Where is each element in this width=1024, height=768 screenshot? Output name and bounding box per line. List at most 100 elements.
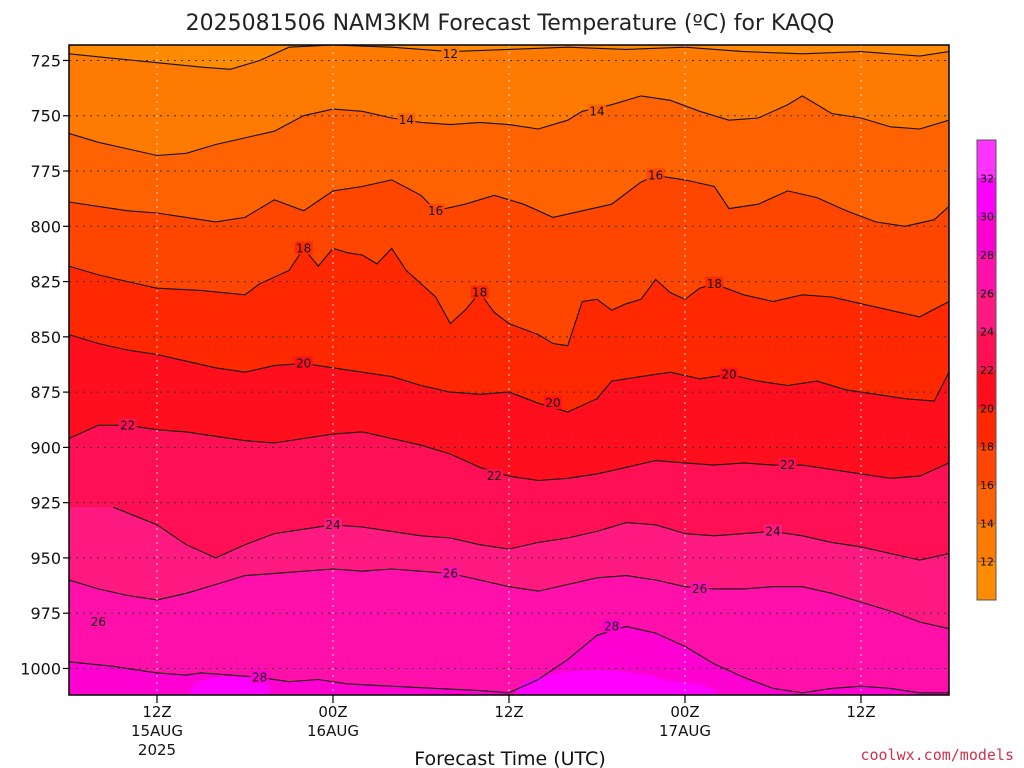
colorbar-label: 18 bbox=[980, 441, 994, 454]
contour-label-bg bbox=[602, 619, 621, 633]
y-tick-label: 825 bbox=[30, 273, 61, 292]
y-tick-label: 725 bbox=[30, 51, 61, 70]
contour-label-24: 24 bbox=[765, 524, 780, 538]
contour-label-16: 16 bbox=[428, 204, 443, 218]
contour-label-18: 18 bbox=[296, 241, 311, 255]
x-tick-label: 12Z bbox=[846, 703, 875, 721]
contour-label-bg bbox=[426, 203, 445, 217]
x-tick-date: 17AUG bbox=[659, 722, 711, 740]
contour-label-bg bbox=[764, 524, 782, 538]
contour-label-26: 26 bbox=[692, 582, 707, 596]
contour-label-14: 14 bbox=[589, 104, 604, 118]
colorbar-segment bbox=[977, 370, 996, 409]
colorbar-segment bbox=[977, 293, 996, 333]
colorbar-segment bbox=[977, 523, 996, 563]
x-tick-date: 15AUG bbox=[131, 722, 183, 740]
contour-label-bg bbox=[250, 670, 269, 684]
contour-line-20 bbox=[69, 334, 949, 413]
contour-line-28 bbox=[69, 625, 949, 694]
contour-label-bg bbox=[294, 241, 313, 255]
contour-label-bg bbox=[324, 517, 342, 531]
contour-label-16: 16 bbox=[648, 168, 663, 182]
contour-label-24: 24 bbox=[325, 518, 340, 532]
chart-title: 2025081506 NAM3KM Forecast Temperature (… bbox=[186, 11, 835, 36]
colorbar-label: 26 bbox=[980, 287, 994, 300]
y-tick-label: 950 bbox=[30, 549, 61, 568]
contour-label-bg bbox=[89, 615, 108, 629]
y-axis: 725 750 775 800 825 850 875 900 925 950 975 1000 bbox=[20, 51, 69, 678]
colorbar-segment bbox=[977, 485, 996, 524]
x-tick-label: 00Z bbox=[670, 703, 699, 721]
y-tick-label: 800 bbox=[30, 217, 61, 236]
contour-label-bg bbox=[705, 276, 724, 290]
credit-text: coolwx.com/models bbox=[860, 746, 1014, 764]
colorbar-label: 20 bbox=[980, 402, 994, 415]
colorbar-label: 30 bbox=[980, 211, 994, 224]
colorbar: 12 14 16 18 20 22 24 26 28 30 32 bbox=[976, 139, 997, 601]
colorbar-label: 28 bbox=[980, 249, 994, 262]
colorbar-label: 12 bbox=[980, 556, 994, 569]
colorbar-label: 14 bbox=[980, 517, 994, 530]
x-tick-label: 00Z bbox=[318, 703, 347, 721]
contour-label-bg bbox=[485, 469, 504, 483]
plot-area: 12 14 14 16 16 18 18 18 20 20 20 22 22 22 24 24 26 26 26 28… bbox=[68, 44, 950, 696]
colorbar-segment bbox=[977, 216, 996, 256]
y-tick-label: 975 bbox=[30, 604, 61, 623]
warm-pocket-fill bbox=[595, 680, 716, 695]
colorbar-segment bbox=[977, 178, 996, 218]
contour-label-22: 22 bbox=[120, 418, 135, 432]
contour-label-bg bbox=[778, 458, 797, 472]
contour-label-bg bbox=[294, 356, 313, 370]
colorbar-segment bbox=[977, 331, 996, 371]
contour-line-14 bbox=[69, 95, 949, 157]
contour-line-26 bbox=[69, 568, 949, 630]
contour-label-12: 12 bbox=[443, 47, 458, 61]
contour-label-bg bbox=[118, 418, 137, 432]
x-tick-year: 2025 bbox=[138, 741, 176, 759]
contour-label-18: 18 bbox=[707, 277, 722, 291]
y-tick-label: 900 bbox=[30, 438, 61, 457]
contour-label-bg bbox=[441, 566, 460, 580]
x-axis-label: Forecast Time (UTC) bbox=[414, 748, 605, 768]
contour-label-26: 26 bbox=[443, 566, 458, 580]
colorbar-label: 22 bbox=[980, 364, 994, 377]
contour-label-bg bbox=[646, 168, 665, 182]
colorbar-label: 16 bbox=[980, 479, 994, 492]
colorbar-segment bbox=[977, 408, 996, 448]
contour-line-18 bbox=[69, 247, 949, 347]
band-fill-28 bbox=[69, 626, 949, 695]
x-tick-date: 16AUG bbox=[307, 722, 359, 740]
contour-line-16 bbox=[69, 174, 949, 227]
y-tick-label: 925 bbox=[30, 494, 61, 513]
contour-label-22: 22 bbox=[487, 469, 502, 483]
contour-label-28: 28 bbox=[604, 619, 619, 633]
y-tick-label: 875 bbox=[30, 383, 61, 402]
x-tick-label: 12Z bbox=[142, 703, 171, 721]
contour-label-28: 28 bbox=[252, 670, 267, 684]
colorbar-segment bbox=[977, 446, 996, 486]
contour-label-14: 14 bbox=[399, 113, 414, 127]
contour-label-22: 22 bbox=[780, 458, 795, 472]
plot-inner: 12 14 14 16 16 18 18 18 20 20 20 22 22 22 24 24 26 26 26 28… bbox=[69, 45, 949, 695]
contour-label-26: 26 bbox=[91, 615, 106, 629]
colorbar-label: 32 bbox=[980, 172, 994, 185]
contour-line-24 bbox=[112, 506, 949, 561]
y-tick-label: 750 bbox=[30, 107, 61, 126]
contour-label-bg bbox=[397, 113, 416, 127]
contour-label-bg bbox=[441, 46, 460, 60]
contour-label-bg bbox=[470, 285, 489, 299]
contour-label-bg bbox=[720, 367, 738, 381]
y-tick-label: 1000 bbox=[20, 659, 61, 678]
contour-label-18: 18 bbox=[472, 286, 487, 300]
contour-label-20: 20 bbox=[721, 367, 736, 381]
contour-label-bg bbox=[588, 104, 606, 118]
colorbar-segment bbox=[977, 561, 996, 601]
y-tick-label: 850 bbox=[30, 328, 61, 347]
y-tick-label: 775 bbox=[30, 162, 61, 181]
colorbar-label: 24 bbox=[980, 326, 994, 339]
colorbar-segment bbox=[977, 140, 996, 179]
band-fill-26 bbox=[69, 569, 949, 695]
contour-label-20: 20 bbox=[545, 396, 560, 410]
